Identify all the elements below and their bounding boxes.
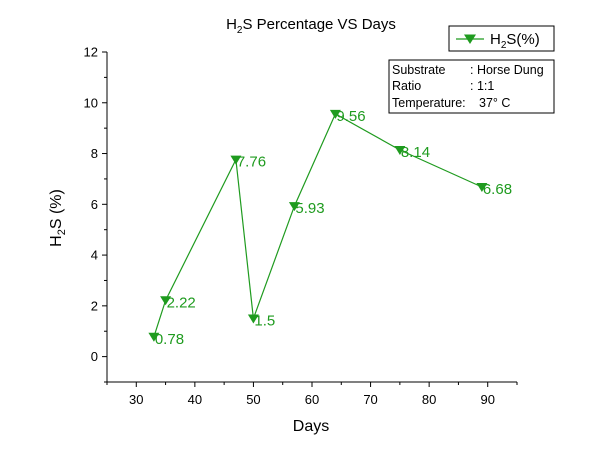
info-substrate-key: Substrate	[392, 63, 446, 77]
y-axis-title: H2S (%)	[48, 189, 68, 247]
y-axis-title-sub: 2	[56, 229, 68, 235]
y-tick-label: 8	[91, 146, 98, 161]
data-label: 7.76	[237, 154, 266, 171]
chart-title-sub: 2	[237, 25, 243, 36]
legend-label-main: H	[490, 31, 501, 48]
data-label: 6.68	[483, 181, 512, 198]
chart-title: H2S Percentage VS Days	[226, 16, 396, 36]
x-tick-label: 30	[129, 392, 143, 407]
data-point	[230, 155, 242, 165]
info-box: Substrate : Horse Dung Ratio : 1:1 Tempe…	[388, 59, 555, 114]
data-point	[148, 332, 160, 342]
x-tick-label: 40	[188, 392, 202, 407]
chart-title-rest: S Percentage VS Days	[242, 16, 395, 33]
y-tick-label: 4	[91, 248, 98, 263]
legend-label-sub: 2	[501, 40, 507, 51]
data-point	[160, 296, 172, 306]
x-tick-label: 90	[480, 392, 494, 407]
x-tick-label: 70	[363, 392, 377, 407]
y-tick-label: 12	[84, 45, 98, 60]
data-label: 8.14	[401, 144, 430, 161]
data-point	[394, 146, 406, 155]
data-point	[329, 109, 341, 119]
legend-marker	[464, 34, 476, 44]
series-line	[153, 113, 483, 337]
y-tick-label: 0	[91, 349, 98, 364]
legend-label-rest: S(%)	[506, 31, 539, 48]
chart-title-main: H	[226, 16, 237, 33]
x-tick-label: 80	[422, 392, 436, 407]
info-temperature-value: 37° C	[479, 96, 510, 110]
data-label: 2.22	[167, 294, 196, 311]
info-box-frame	[388, 59, 555, 114]
x-axis-title: Days	[293, 418, 329, 435]
info-ratio-value: : 1:1	[470, 79, 494, 93]
x-tick-label: 60	[305, 392, 319, 407]
y-tick-label: 2	[91, 298, 98, 313]
data-label: 1.5	[254, 313, 275, 330]
legend: H2S(%)	[448, 25, 555, 52]
y-tick-label: 6	[91, 197, 98, 212]
legend-label: H2S(%)	[490, 31, 540, 51]
y-axis-title-main: H	[48, 235, 65, 247]
data-point	[247, 314, 259, 324]
x-tick-label: 50	[246, 392, 260, 407]
info-temperature-key: Temperature:	[392, 96, 466, 110]
series-layer: 0.78 2.22 7.76 1.5 5.93 9.56 8.14 6.68	[148, 108, 512, 348]
info-substrate-value: : Horse Dung	[470, 63, 544, 77]
y-axis-ticks: 0 2 4 6 8 10 12	[84, 45, 107, 383]
data-label: 9.56	[336, 108, 365, 125]
x-axis-ticks: 30 40 50 60 70 80 90	[106, 382, 518, 407]
y-axis-title-rest: S (%)	[48, 189, 65, 229]
data-label: 0.78	[155, 331, 184, 348]
data-point	[288, 202, 300, 212]
data-label: 5.93	[295, 200, 324, 217]
data-point	[476, 183, 488, 192]
y-tick-label: 10	[84, 95, 98, 110]
info-ratio-key: Ratio	[392, 79, 421, 93]
